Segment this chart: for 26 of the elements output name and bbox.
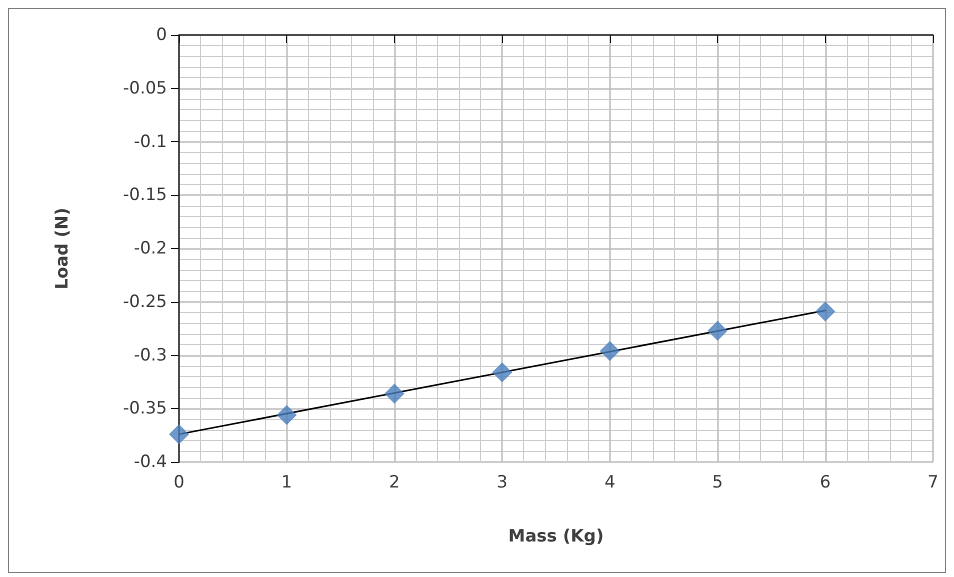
point xyxy=(600,340,620,361)
point xyxy=(169,424,189,444)
x-axis-title: Mass (Kg) xyxy=(508,526,604,546)
x-tick-label: 6 xyxy=(820,472,831,492)
y-axis-title: Load (N) xyxy=(52,208,72,290)
x-tick-label: 2 xyxy=(389,472,400,492)
y-tick-label: -0.3 xyxy=(134,345,167,366)
x-tick-label: 0 xyxy=(174,472,184,492)
y-tick-label: -0.4 xyxy=(134,452,167,472)
point xyxy=(815,301,836,322)
y-tick-label: -0.15 xyxy=(123,185,167,206)
point xyxy=(384,384,404,404)
x-tick-label: 1 xyxy=(281,472,292,492)
x-tick-label: 5 xyxy=(712,472,723,492)
y-tick-label: -0.05 xyxy=(123,78,167,98)
y-tick-label: -0.2 xyxy=(134,238,167,258)
point xyxy=(276,405,297,426)
x-tick-label: 7 xyxy=(928,472,938,492)
point xyxy=(708,320,728,341)
x-tick-label: 4 xyxy=(604,472,616,492)
y-tick-label: -0.35 xyxy=(123,398,167,419)
y-tick-label: 0 xyxy=(156,25,167,45)
y-tick-label: -0.1 xyxy=(134,132,167,152)
point xyxy=(492,362,512,382)
x-tick-label: 3 xyxy=(496,472,508,492)
y-tick-label: -0.25 xyxy=(123,292,167,312)
